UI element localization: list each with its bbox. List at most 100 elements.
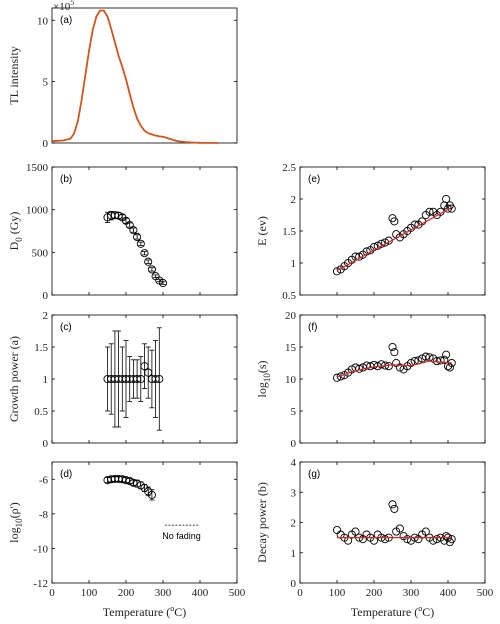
data-point [147,265,156,274]
data-point [436,356,445,365]
y-tick-label: 1500 [26,162,49,174]
data-point [445,363,454,372]
x-axis-label: Temperature (oC) [103,604,186,619]
y-tick-label: 1 [43,374,49,386]
y-axis-label: D0 (Gy) [7,212,24,251]
y-tick-label: 5 [291,406,297,418]
x-tick-label: 400 [192,587,209,599]
y-tick-label: 0 [291,578,297,590]
y-tick-label: 1000 [26,205,49,217]
panel-label: (c) [60,322,72,333]
y-tick-label: 3 [291,487,297,499]
data-point [388,342,397,352]
y-tick-label: -6 [39,474,49,486]
y-tick-label: 0 [43,438,49,450]
x-tick-label: 500 [477,587,494,599]
x-tick-label: 300 [155,587,172,599]
data-point [332,526,342,535]
y-tick-label: 0.5 [34,406,48,418]
panel-label: (b) [60,174,72,185]
data-point [155,374,164,384]
y-tick-label: 2 [291,194,297,206]
annotation-text: No fading [162,531,201,541]
y-axis-label: log10(s) [255,360,272,397]
y-tick-label: 20 [285,310,297,322]
data-point [133,479,142,488]
panel-a: 0 5 10 (a) ×105 TL intensity [7,0,238,150]
data-point [121,476,131,485]
data-point [129,478,138,487]
y-tick-label: 5 [43,77,49,89]
y-axis-label: Growth power (a) [7,336,21,422]
panel-g: 0 1 2 3 4 0 100 200 300 400 500 (g) Decay power (b) T… [255,457,494,619]
x-tick-label: 400 [440,587,457,599]
data-point [114,211,123,220]
panel-c: 0 0.5 1 1.5 2 (c) Growth power (a) [7,310,238,450]
axes-frame [299,314,486,444]
y-tick-label: 15 [285,342,297,354]
data-point [421,527,430,536]
y-tick-label: 1.5 [282,226,296,238]
data-point [421,352,430,361]
series-line [51,9,219,144]
data-point [447,204,456,213]
data-point [158,279,168,288]
axes-frame [51,461,238,584]
data-point [388,500,397,509]
y-tick-label: 10 [37,15,49,27]
data-point [447,535,456,544]
data-point [440,355,449,364]
data-point [377,360,386,369]
y-tick-label: 2 [43,310,49,322]
y-tick-label: -8 [39,509,49,521]
axes-frame [51,166,238,296]
data-point [144,257,153,266]
data-point [432,535,441,544]
data-point [125,476,134,486]
data-point [351,527,360,536]
x-axis-label: Temperature (oC) [351,604,434,619]
x-tick-label: 200 [118,587,135,599]
panel-label: (f) [308,322,317,333]
data-point [133,232,142,242]
data-point [118,475,127,484]
x-tick-label: 200 [366,587,383,599]
panel-label: (e) [308,174,320,185]
y-tick-label: 4 [291,457,297,469]
data-point [403,535,412,544]
data-point [425,207,434,216]
data-point [390,504,399,513]
panel-f: 0 5 10 15 20 (f) log10(s) [255,310,486,450]
y-tick-label: 2.5 [282,162,296,174]
x-tick-label: 500 [229,587,246,599]
y-tick-label: -12 [33,578,48,590]
fit-line [336,206,452,272]
data-point [381,535,390,544]
y-tick-label: 0 [43,290,49,302]
data-point [140,362,149,371]
panel-d: -12 -10 -8 -6 0 100 200 300 400 500 (d) log10(ρ') Te… [7,461,246,619]
y-tick-label: 0.5 [282,290,296,302]
panel-b: 0 500 1000 1500 (b) D0 (Gy) [7,162,238,302]
panel-label: (a) [60,15,72,26]
data-point [144,368,153,377]
data-point [133,374,142,384]
panel-label: (d) [60,469,72,480]
data-point [140,249,149,258]
data-point [406,358,416,368]
data-point [362,247,371,256]
x-tick-label: 300 [403,587,420,599]
x-tick-label: 0 [297,587,303,599]
y-tick-label: 500 [32,247,49,259]
y-axis-label: Decay power (b) [255,482,269,563]
axes-frame [299,166,486,296]
data-point [103,213,112,222]
x-tick-label: 0 [49,587,55,599]
panel-e: 0.5 1 1.5 2 2.5 (e) E (ev) [255,162,486,302]
data-point [110,211,119,220]
axes-frame [51,7,238,144]
data-point [395,524,404,533]
y-tick-label: 0 [43,138,49,150]
data-point [442,194,451,204]
